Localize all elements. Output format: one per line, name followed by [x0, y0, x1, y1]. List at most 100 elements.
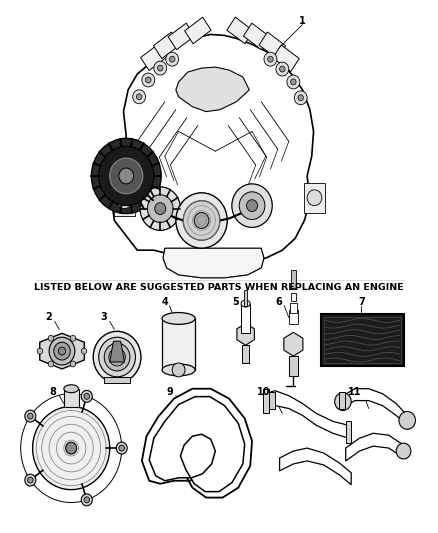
Circle shape — [28, 413, 33, 419]
Circle shape — [396, 443, 411, 459]
Bar — [291, 293, 296, 301]
Polygon shape — [227, 17, 253, 44]
Circle shape — [28, 477, 33, 483]
Polygon shape — [168, 23, 194, 50]
Circle shape — [136, 94, 142, 100]
Bar — [321, 314, 403, 366]
Polygon shape — [40, 333, 84, 369]
Polygon shape — [346, 422, 351, 443]
Bar — [64, 389, 78, 407]
Ellipse shape — [64, 385, 78, 393]
Polygon shape — [343, 389, 407, 425]
Polygon shape — [346, 433, 403, 461]
Text: 1: 1 — [299, 15, 306, 26]
Bar — [162, 318, 195, 370]
Text: 9: 9 — [166, 386, 173, 397]
Polygon shape — [273, 45, 299, 71]
Circle shape — [183, 201, 220, 240]
Circle shape — [119, 445, 124, 451]
Circle shape — [279, 66, 285, 72]
Ellipse shape — [162, 364, 195, 376]
Circle shape — [294, 91, 307, 104]
Circle shape — [104, 343, 130, 371]
Polygon shape — [266, 391, 349, 438]
Circle shape — [110, 158, 143, 194]
Circle shape — [37, 348, 43, 354]
Polygon shape — [104, 377, 130, 383]
Text: 3: 3 — [100, 312, 107, 322]
Ellipse shape — [241, 300, 250, 307]
Text: 7: 7 — [358, 297, 365, 306]
Circle shape — [58, 347, 66, 355]
Circle shape — [92, 139, 161, 214]
Circle shape — [276, 62, 289, 76]
Circle shape — [25, 410, 36, 422]
Circle shape — [93, 332, 141, 383]
Circle shape — [307, 190, 322, 206]
Text: 10: 10 — [257, 386, 271, 397]
Bar — [304, 183, 325, 213]
Circle shape — [84, 497, 89, 503]
Circle shape — [70, 361, 76, 367]
Circle shape — [232, 184, 272, 228]
Circle shape — [81, 348, 87, 354]
Polygon shape — [237, 324, 254, 345]
Polygon shape — [142, 389, 252, 498]
Bar — [292, 283, 296, 289]
Bar — [269, 392, 275, 409]
Circle shape — [268, 56, 273, 62]
Circle shape — [25, 474, 36, 486]
Bar — [291, 270, 296, 288]
Circle shape — [147, 195, 173, 222]
Circle shape — [399, 411, 416, 429]
Ellipse shape — [162, 312, 195, 325]
Circle shape — [119, 168, 134, 184]
Circle shape — [170, 56, 175, 62]
Circle shape — [287, 75, 300, 89]
Polygon shape — [284, 332, 303, 356]
Bar — [289, 310, 298, 325]
Polygon shape — [153, 32, 180, 59]
Polygon shape — [279, 448, 351, 484]
Circle shape — [48, 361, 54, 367]
Circle shape — [145, 77, 151, 83]
Text: 5: 5 — [232, 297, 239, 306]
Polygon shape — [185, 17, 211, 44]
Polygon shape — [263, 389, 268, 414]
Circle shape — [158, 65, 163, 71]
Polygon shape — [149, 397, 245, 491]
Bar — [321, 314, 403, 366]
Circle shape — [49, 337, 75, 365]
Circle shape — [172, 363, 185, 377]
Circle shape — [116, 442, 127, 454]
Circle shape — [264, 52, 277, 66]
Bar — [324, 318, 401, 363]
Circle shape — [298, 95, 304, 101]
Circle shape — [133, 90, 145, 104]
Polygon shape — [110, 35, 314, 264]
Circle shape — [117, 193, 132, 208]
Circle shape — [99, 146, 154, 206]
Bar — [114, 186, 134, 215]
Circle shape — [109, 348, 125, 366]
Circle shape — [54, 342, 70, 360]
Circle shape — [140, 187, 180, 230]
Circle shape — [291, 79, 296, 85]
Circle shape — [154, 61, 167, 75]
Bar — [290, 303, 297, 312]
Text: 11: 11 — [348, 386, 362, 397]
Circle shape — [70, 335, 76, 341]
Polygon shape — [176, 67, 249, 111]
Text: 6: 6 — [276, 297, 282, 306]
Polygon shape — [244, 23, 270, 50]
Circle shape — [84, 393, 89, 399]
Circle shape — [335, 393, 351, 410]
Polygon shape — [141, 44, 167, 70]
Circle shape — [81, 390, 92, 402]
Circle shape — [66, 442, 77, 454]
Text: LISTED BELOW ARE SUGGESTED PARTS WHEN REPLACING AN ENGINE: LISTED BELOW ARE SUGGESTED PARTS WHEN RE… — [34, 283, 404, 292]
Text: 4: 4 — [162, 297, 168, 306]
Circle shape — [48, 335, 54, 341]
Bar — [244, 290, 247, 305]
Circle shape — [166, 52, 179, 66]
